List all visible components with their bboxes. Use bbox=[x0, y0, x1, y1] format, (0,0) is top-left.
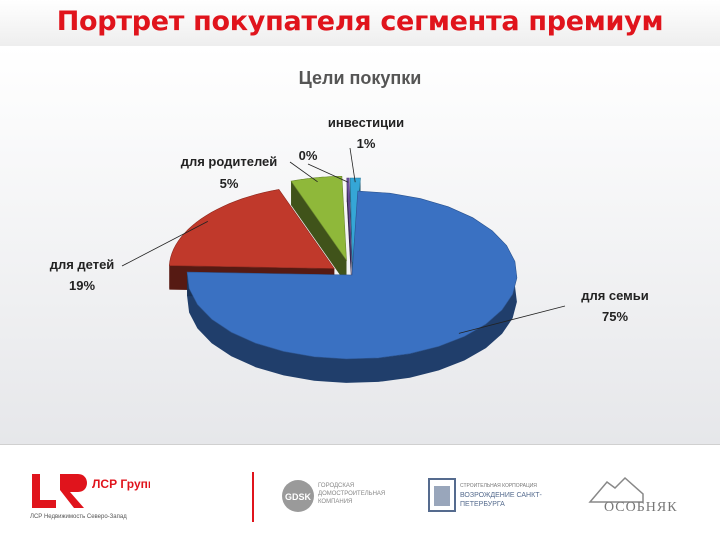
pie-slice-top bbox=[346, 177, 352, 263]
osobnyak-text: ОСОБНЯК bbox=[604, 500, 678, 515]
lsr-logo-r-shape bbox=[60, 474, 87, 508]
leader-line bbox=[121, 221, 208, 267]
pie-slice-top bbox=[186, 190, 518, 360]
vozr-small: СТРОИТЕЛЬНАЯ КОРПОРАЦИЯ bbox=[460, 483, 537, 489]
pie-slices bbox=[168, 176, 518, 383]
gdsk-circle bbox=[282, 480, 314, 512]
slice-value-label: 5% bbox=[220, 176, 239, 191]
footer-divider bbox=[252, 472, 254, 522]
slice-value-label: 19% bbox=[69, 278, 95, 293]
gdsk-text: ГОРОДСКАЯ ДОМОСТРОИТЕЛЬНАЯ КОМПАНИЯ bbox=[318, 483, 386, 505]
slice-label: инвестиции bbox=[328, 115, 404, 130]
vozr-main: ВОЗРОЖДЕНИЕ САНКТ-ПЕТЕРБУРГА bbox=[460, 492, 542, 508]
lsr-name: ЛСР Группа bbox=[92, 477, 150, 491]
pie-slice-zero bbox=[346, 177, 352, 287]
gdsk-logo: GDSK bbox=[282, 480, 314, 512]
lsr-logo: ЛСР Группа bbox=[32, 474, 150, 508]
osob-house-icon bbox=[588, 476, 644, 503]
title-bar: Портрет покупателя сегмента премиум bbox=[0, 0, 720, 46]
slice-value-label: 75% bbox=[602, 309, 628, 324]
page-title: Портрет покупателя сегмента премиум bbox=[56, 6, 664, 37]
pie-slice-top bbox=[168, 189, 335, 269]
slice-label: для детей bbox=[50, 257, 115, 272]
osobnyak-logo bbox=[588, 476, 644, 503]
chart-title: Цели покупки bbox=[299, 68, 422, 88]
leader-line bbox=[349, 147, 356, 183]
slice-label: для родителей bbox=[181, 154, 278, 169]
pie-slice-для-семьи bbox=[186, 190, 518, 383]
vozr-building bbox=[434, 486, 450, 506]
footer bbox=[0, 445, 720, 540]
pie-slice-для-родителей bbox=[290, 176, 347, 285]
slice-value-label: 0% bbox=[299, 148, 318, 163]
leader-line bbox=[458, 305, 566, 334]
vozrozhdenie-text: СТРОИТЕЛЬНАЯ КОРПОРАЦИЯ ВОЗРОЖДЕНИЕ САНК… bbox=[460, 482, 570, 509]
lsr-subtitle: ЛСР Недвижимость Северо-Запад bbox=[30, 514, 127, 520]
leader-lines bbox=[121, 147, 566, 334]
pie-slice-wall bbox=[291, 181, 347, 285]
lsr-logo-l-shape bbox=[32, 474, 56, 508]
leader-line bbox=[289, 161, 318, 183]
vozr-frame bbox=[428, 478, 456, 512]
gdsk-abbr: GDSK bbox=[285, 492, 312, 502]
slice-value-label: 1% bbox=[357, 136, 376, 151]
slice-label: для семьи bbox=[581, 288, 649, 303]
leader-line bbox=[307, 163, 349, 183]
vozrozhdenie-logo bbox=[428, 478, 456, 512]
slice-labels: для семьи 75% для детей 19% для родителей 5% 0… bbox=[50, 115, 649, 324]
